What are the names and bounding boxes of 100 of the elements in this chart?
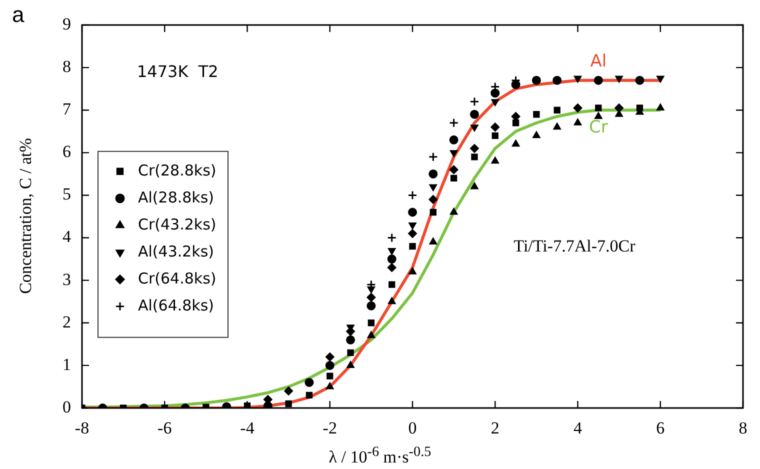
point: [429, 238, 438, 245]
point: [326, 382, 334, 390]
point: [490, 88, 500, 98]
point: [366, 292, 376, 302]
point: [512, 120, 520, 126]
point: [532, 76, 541, 85]
point: [388, 281, 396, 288]
point: [470, 124, 478, 132]
point: [635, 76, 644, 85]
point: [428, 194, 438, 204]
point: [430, 208, 436, 216]
y-tick-label: 2: [62, 312, 71, 332]
point: [574, 118, 582, 126]
point: [636, 104, 644, 112]
point: [615, 76, 624, 83]
point: [326, 372, 334, 380]
point: [449, 135, 458, 144]
x-tick-label: -8: [74, 418, 90, 438]
point: [387, 233, 397, 243]
x-tick-label: 8: [738, 418, 748, 438]
point: [408, 190, 418, 200]
point: [449, 118, 459, 128]
point: [367, 331, 376, 338]
annotation: 1473K T2: [137, 62, 218, 82]
legend-label: Cr(28.8ks): [138, 161, 216, 180]
point: [594, 112, 602, 119]
point: [450, 174, 458, 182]
point: [428, 169, 438, 178]
x-axis-title: λ / 10$^{-6}$ m·s$^{-0.5}$: [328, 444, 432, 468]
y-tick-label: 0: [62, 397, 71, 416]
legend-label: Cr(64.8ks): [138, 269, 216, 288]
x-tick-label: -2: [322, 418, 337, 438]
point: [656, 76, 664, 83]
chart-title: a: [12, 2, 24, 28]
point: [491, 156, 500, 164]
point: [533, 111, 540, 118]
point: [574, 76, 582, 83]
point: [552, 76, 562, 85]
point: [388, 297, 396, 304]
annotation: Ti/Ti-7.7Al-7.0Cr: [514, 236, 636, 256]
series-label: Cr: [588, 118, 608, 138]
y-tick-label: 6: [62, 142, 71, 162]
point: [594, 76, 603, 85]
point: [347, 349, 354, 356]
x-tick-label: 0: [408, 418, 417, 438]
x-tick-label: 2: [490, 418, 500, 438]
y-tick-label: 7: [62, 100, 72, 119]
point: [408, 267, 416, 274]
point: [471, 154, 478, 160]
y-tick-label: 3: [62, 270, 71, 289]
series-label: Al: [590, 52, 607, 72]
x-tick-label: -4: [240, 418, 255, 438]
x-tick-label: 4: [574, 418, 582, 438]
point: [656, 103, 664, 110]
point: [368, 320, 375, 326]
x-tick-label: -6: [158, 418, 172, 438]
point: [511, 80, 520, 90]
point: [470, 182, 478, 190]
point: [387, 263, 396, 272]
point: [573, 103, 582, 112]
point: [304, 378, 314, 387]
y-tick-label: 4: [62, 227, 72, 246]
point: [428, 152, 438, 162]
point: [470, 110, 479, 119]
y-tick-label: 9: [62, 14, 71, 34]
point: [408, 208, 417, 217]
point: [325, 360, 334, 370]
legend-label: Cr(43.2ks): [138, 215, 216, 234]
point: [470, 144, 479, 153]
point: [492, 132, 498, 139]
point: [614, 103, 624, 112]
legend-label: Al(43.2ks): [138, 242, 214, 260]
point: [408, 222, 416, 230]
point: [285, 400, 292, 408]
y-tick-label: 1: [62, 354, 71, 374]
point: [325, 352, 334, 362]
point: [387, 254, 396, 264]
point: [388, 248, 396, 256]
point: [491, 99, 500, 106]
legend-label: Al(28.8ks): [138, 188, 214, 206]
point: [263, 401, 272, 408]
point: [409, 242, 416, 250]
point: [554, 106, 560, 114]
point: [306, 392, 313, 399]
point: [595, 104, 602, 112]
y-tick-label: 5: [62, 184, 71, 204]
point: [553, 122, 562, 130]
y-axis-title: Concentration, C / at%: [16, 138, 36, 294]
point: [450, 208, 458, 215]
legend-label: Al(64.8ks): [138, 296, 214, 314]
point: [346, 360, 354, 368]
y-tick-label: 8: [62, 57, 71, 76]
point: [408, 229, 417, 238]
point: [512, 140, 520, 147]
point: [490, 122, 500, 132]
x-tick-label: 6: [656, 418, 665, 438]
point: [470, 96, 480, 106]
point: [284, 386, 294, 396]
point: [346, 335, 356, 344]
point: [366, 301, 376, 310]
